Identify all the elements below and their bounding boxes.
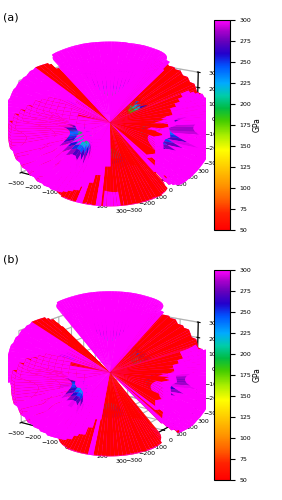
Y-axis label: GPa: GPa: [253, 368, 262, 382]
Text: (b): (b): [3, 255, 19, 265]
Y-axis label: GPa: GPa: [253, 118, 262, 132]
Text: (a): (a): [3, 12, 18, 22]
